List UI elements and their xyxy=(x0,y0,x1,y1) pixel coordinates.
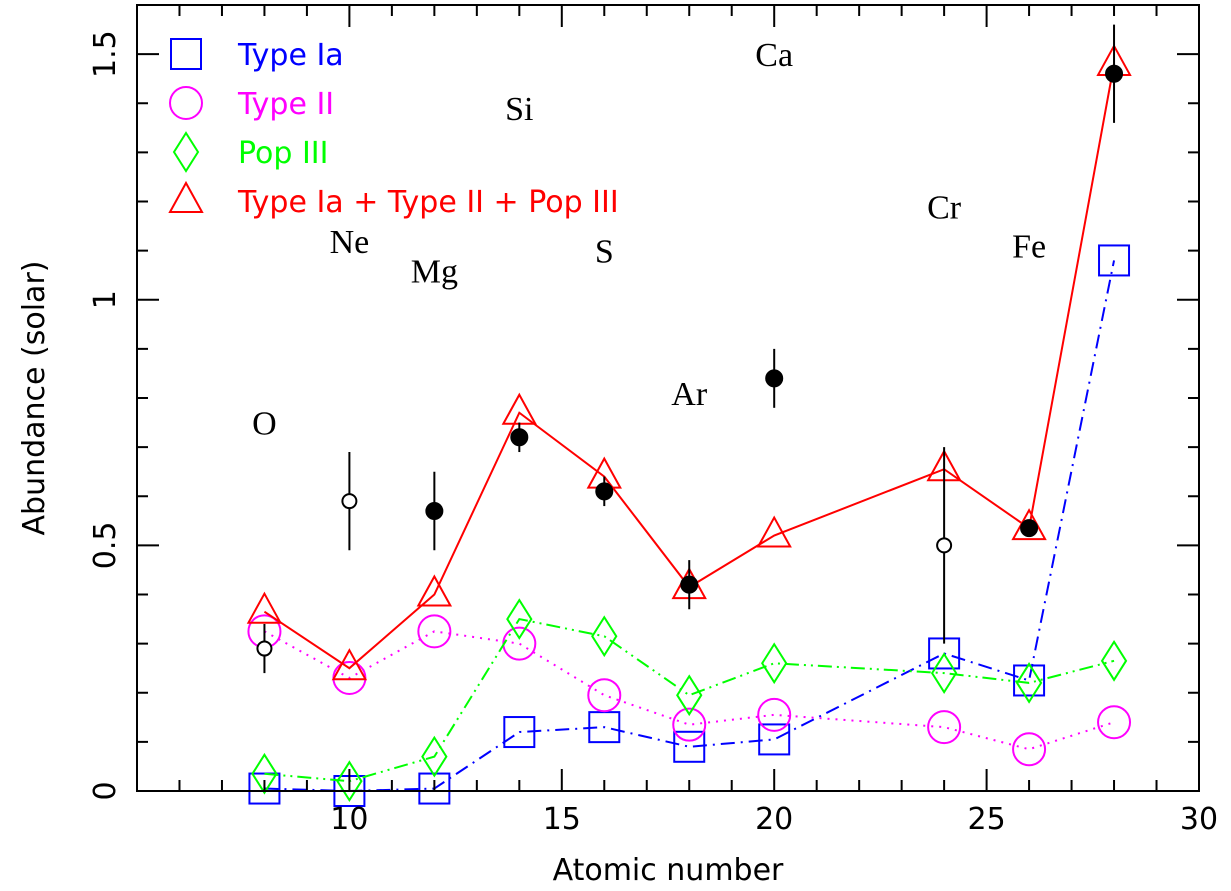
data-point-type-ii xyxy=(587,678,622,713)
legend-label-1: Type II xyxy=(237,87,334,122)
element-label-s: S xyxy=(595,234,614,271)
element-label-ne: Ne xyxy=(330,224,370,261)
element-label-cr: Cr xyxy=(927,189,962,226)
data-point-type-ia-type-ii-pop-iii xyxy=(331,648,368,681)
data-point-type-ii xyxy=(757,697,792,732)
data-point-pop-iii xyxy=(251,752,278,795)
legend-label-2: Pop III xyxy=(238,136,329,171)
data-point-type-ii xyxy=(927,710,962,745)
element-label-mg: Mg xyxy=(411,253,458,290)
series-line-type-ia-type-ii-pop-iii xyxy=(263,63,1116,670)
data-point-pop-iii xyxy=(676,674,703,717)
data-point-type-ii xyxy=(1097,705,1132,740)
y-tick-label: 0.5 xyxy=(88,522,123,570)
legend-label-0: Type Ia xyxy=(237,38,344,73)
legend-marker-2 xyxy=(172,131,200,173)
data-point-pop-iii xyxy=(421,735,448,778)
data-point-type-ia xyxy=(503,716,536,749)
element-label-o: O xyxy=(252,406,277,443)
x-axis-title: Atomic number xyxy=(553,853,784,888)
observed-point-si xyxy=(510,428,529,447)
plot-frame xyxy=(136,4,1200,792)
element-label-si: Si xyxy=(505,91,533,128)
y-tick-label: 1 xyxy=(88,290,123,309)
observed-point-o xyxy=(256,640,273,657)
data-point-pop-iii xyxy=(591,615,618,658)
observed-layer xyxy=(256,24,1124,674)
data-point-type-ia xyxy=(418,772,451,805)
observed-point-cr xyxy=(936,537,953,554)
element-labels: ONeMgSiSArCaCrFeNi xyxy=(252,37,1046,443)
observed-point-ca xyxy=(765,369,784,388)
data-point-pop-iii xyxy=(1100,639,1128,682)
element-label-ca: Ca xyxy=(755,37,793,74)
data-point-type-ii xyxy=(417,614,452,649)
series-line-pop-iii xyxy=(264,617,1115,783)
series-layer xyxy=(246,43,1132,807)
legend: Type Ia Type II Pop III Type Ia + Type II +… xyxy=(168,38,619,220)
legend-label-3: Type Ia + Type II + Pop III xyxy=(237,185,619,220)
series-line-type-ia xyxy=(264,260,1116,793)
data-point-type-ia xyxy=(248,772,281,805)
x-tick-label: 10 xyxy=(330,802,368,837)
observed-point-ne xyxy=(341,493,358,510)
observed-point-s xyxy=(595,482,614,501)
x-tick-label: 20 xyxy=(755,802,793,837)
element-label-ar: Ar xyxy=(671,376,708,413)
data-point-pop-iii xyxy=(1015,662,1043,704)
x-tick-label: 15 xyxy=(543,802,581,837)
observed-point-mg xyxy=(425,501,444,520)
y-tick-label: 0 xyxy=(88,781,123,800)
x-tick-label: 30 xyxy=(1180,802,1218,837)
data-point-pop-iii xyxy=(506,598,533,640)
data-point-type-ia-type-ii-pop-iii xyxy=(416,574,453,607)
y-tick-label: 1.5 xyxy=(88,30,123,78)
data-point-type-ia xyxy=(758,723,791,756)
data-point-type-ii xyxy=(502,626,537,661)
data-point-pop-iii xyxy=(930,652,958,694)
legend-marker-1 xyxy=(169,86,203,120)
data-point-type-ia-type-ii-pop-iii xyxy=(501,392,538,425)
observed-point-fe xyxy=(1020,519,1039,538)
axis-ticks: 10 15 20 25 30 0 0.5 1 1.5 xyxy=(88,4,1218,837)
data-point-type-ia xyxy=(1098,244,1131,277)
series-line-type-ii xyxy=(263,630,1115,751)
x-tick-label: 25 xyxy=(968,802,1006,837)
legend-marker-3 xyxy=(168,180,204,213)
data-point-type-ii xyxy=(672,707,707,742)
legend-marker-0 xyxy=(170,38,202,70)
element-label-fe: Fe xyxy=(1012,229,1046,266)
observed-point-ar xyxy=(680,575,699,594)
y-axis-title: Abundance (solar) xyxy=(17,261,52,536)
data-point-type-ia-type-ii-pop-iii xyxy=(756,515,792,548)
data-point-type-ii xyxy=(1012,732,1047,767)
data-point-type-ia-type-ii-pop-iii xyxy=(246,591,283,624)
data-point-type-ia xyxy=(673,730,706,763)
observed-point-ni xyxy=(1105,64,1124,83)
data-point-pop-iii xyxy=(336,760,363,803)
data-point-pop-iii xyxy=(761,642,788,685)
